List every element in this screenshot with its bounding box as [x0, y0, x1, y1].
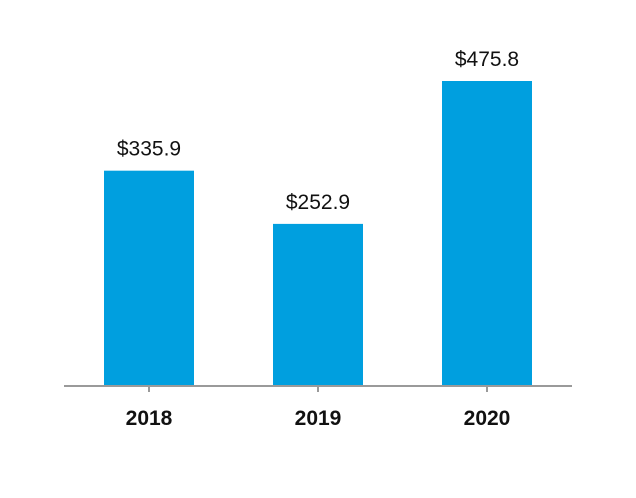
data-label-2020: $475.8: [455, 48, 519, 71]
bar-2019: [273, 223, 363, 386]
data-label-2019: $252.9: [286, 191, 350, 214]
x-tick-label-2019: 2019: [295, 407, 342, 430]
bars-layer: [104, 81, 532, 386]
data-label-2018: $335.9: [117, 138, 181, 161]
x-tick-label-2020: 2020: [464, 407, 511, 430]
x-tick-label-2018: 2018: [126, 407, 173, 430]
value-labels-layer: $335.9 $252.9 $475.8: [117, 48, 519, 214]
bar-2018: [104, 170, 194, 386]
x-axis: 2018 2019 2020: [64, 385, 572, 430]
bar-2020: [442, 81, 532, 386]
